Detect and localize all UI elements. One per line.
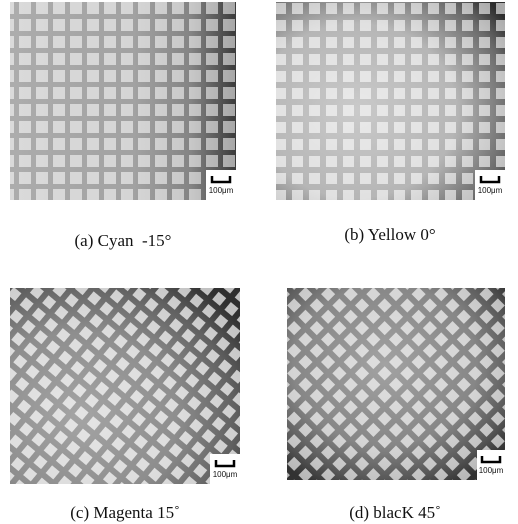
figure: 100μm (a) Cyan -15° 100μm (b) Yellow 0° … [0,0,518,524]
scale-label: 100μm [209,186,234,195]
dot-pattern [10,288,240,484]
caption: (d) blacK 45˚ [349,503,441,522]
caption: (a) Cyan -15° [75,231,172,250]
panel-b: 100μm (b) Yellow 0° [276,2,505,244]
panel-c: 100μm (c) Magenta 15˚ [10,288,240,522]
scale-label: 100μm [213,470,238,479]
panel-a: 100μm (a) Cyan -15° [10,2,236,250]
scale-box [210,454,240,484]
scale-label: 100μm [479,466,504,475]
caption: (b) Yellow 0° [344,225,435,244]
dot-pattern [287,288,505,480]
scale-box [206,170,236,200]
dot-pattern [10,2,236,200]
scale-box [475,170,505,200]
scale-box [477,450,505,480]
scale-label: 100μm [478,186,503,195]
caption: (c) Magenta 15˚ [70,503,180,522]
panel-d: 100μm (d) blacK 45˚ [287,288,505,522]
dot-pattern [276,2,505,200]
